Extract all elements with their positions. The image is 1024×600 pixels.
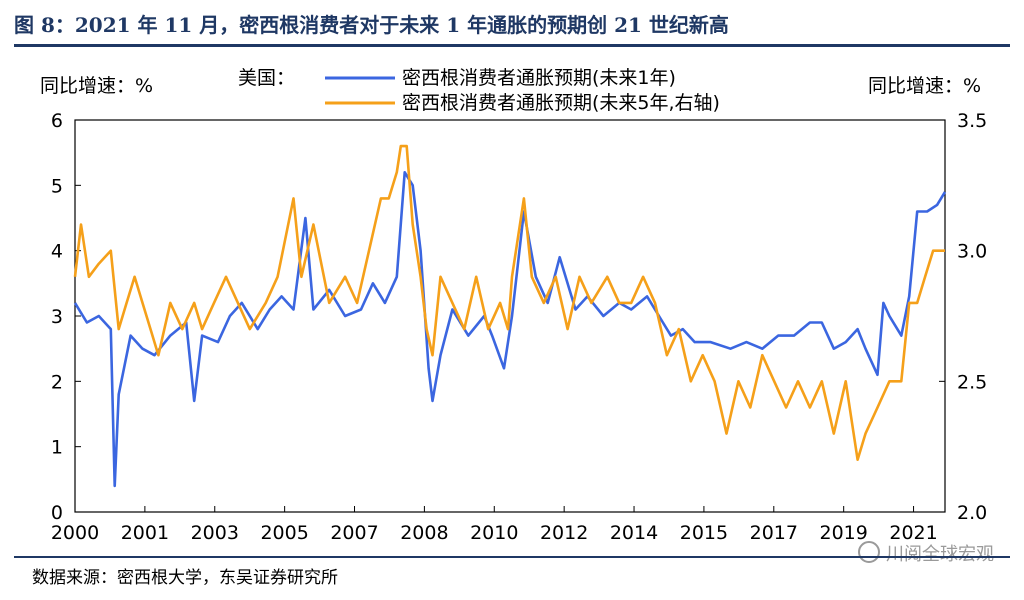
x-tick-label: 2007 [330,522,378,544]
right-tick-label: 2.5 [957,371,987,393]
left-tick-label: 4 [51,241,63,263]
left-axis-label: 同比增速：% [40,75,153,97]
left-tick-label: 1 [51,437,63,459]
legend-label-series-1: 密西根消费者通胀预期(未来1年) [402,67,676,89]
x-tick-label: 2017 [750,522,798,544]
x-tick-label: 2014 [610,522,658,544]
data-source: 数据来源：密西根大学，东吴证券研究所 [14,556,1010,596]
legend: 密西根消费者通胀预期(未来1年) 密西根消费者通胀预期(未来5年,右轴) [325,67,720,114]
x-tick-label: 2015 [680,522,728,544]
x-tick-label: 2001 [121,522,169,544]
left-axis-ticks: 0 1 2 3 4 5 6 [51,110,81,524]
left-tick-label: 3 [51,306,63,328]
x-tick-label: 2000 [51,522,99,544]
left-tick-label: 0 [51,502,63,524]
x-tick-label: 2003 [191,522,239,544]
right-tick-label: 2.0 [957,502,987,524]
series-line-2 [73,144,945,461]
chart-figure-title: 图 8：2021 年 11 月，密西根消费者对于未来 1 年通胀的预期创 21 … [14,8,1010,47]
series-line-1 [73,171,947,488]
x-tick-label: 2021 [889,522,937,544]
series-layer [73,144,947,488]
left-tick-label: 6 [51,110,63,132]
watermark: 川阅全球宏观 [858,540,994,566]
right-tick-label: 3.5 [957,110,987,132]
x-tick-label: 2005 [260,522,308,544]
x-axis-ticks: 2000 2001 2003 2005 2007 2008 2010 2012 2014 2015… [51,506,938,544]
right-tick-label: 3.0 [957,241,987,263]
left-tick-label: 5 [51,175,63,197]
x-tick-label: 2010 [470,522,518,544]
watermark-text: 川阅全球宏观 [886,544,994,565]
right-axis-label: 同比增速：% [868,75,981,97]
legend-label-series-2: 密西根消费者通胀预期(未来5年,右轴) [402,92,720,114]
region-label: 美国： [238,67,295,89]
x-tick-label: 2019 [819,522,867,544]
left-tick-label: 2 [51,371,63,393]
right-axis-ticks: 2.0 2.5 3.0 3.5 [939,110,987,524]
x-tick-label: 2012 [540,522,588,544]
wechat-icon [858,541,880,563]
x-tick-label: 2008 [400,522,448,544]
